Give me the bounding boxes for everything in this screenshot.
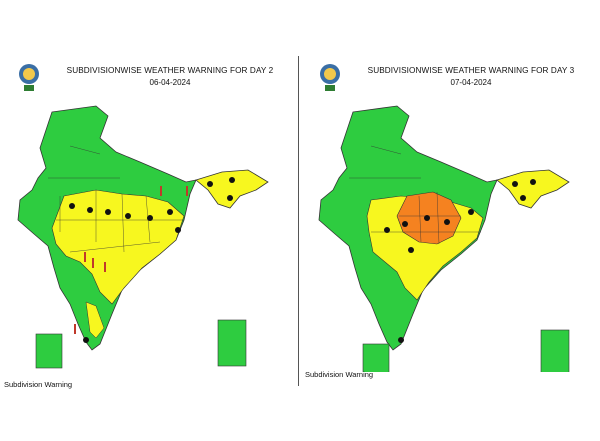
legend-title: Subdivision Warning [4, 380, 73, 389]
map-header: SUBDIVISIONWISE WEATHER WARNING FOR DAY … [0, 56, 296, 96]
day3-warning-panel: SUBDIVISIONWISE WEATHER WARNING FOR DAY … [301, 56, 597, 386]
map-date: 07-04-2024 [450, 78, 492, 87]
map-title: SUBDIVISIONWISE WEATHER WARNING FOR DAY … [66, 66, 274, 75]
india-warning-map [318, 105, 570, 372]
northeast-yellow-zone [195, 169, 269, 209]
lakshadweep-box [362, 343, 390, 372]
northeast-yellow-zone [496, 169, 570, 209]
imd-emblem-icon [320, 64, 340, 91]
andaman-nicobar-box [540, 329, 570, 372]
south-coast-yellow-zone [85, 301, 105, 339]
map-title: SUBDIVISIONWISE WEATHER WARNING FOR DAY … [367, 66, 575, 75]
legend-title: Subdivision Warning [305, 370, 374, 379]
imd-emblem-icon [19, 64, 39, 91]
lakshadweep-box [35, 333, 63, 369]
day2-warning-panel: SUBDIVISIONWISE WEATHER WARNING FOR DAY … [0, 56, 296, 389]
map-header: SUBDIVISIONWISE WEATHER WARNING FOR DAY … [301, 56, 597, 96]
andaman-nicobar-box [217, 319, 247, 367]
india-warning-map [17, 105, 269, 369]
panel-divider [298, 56, 299, 386]
map-date: 06-04-2024 [149, 78, 191, 87]
